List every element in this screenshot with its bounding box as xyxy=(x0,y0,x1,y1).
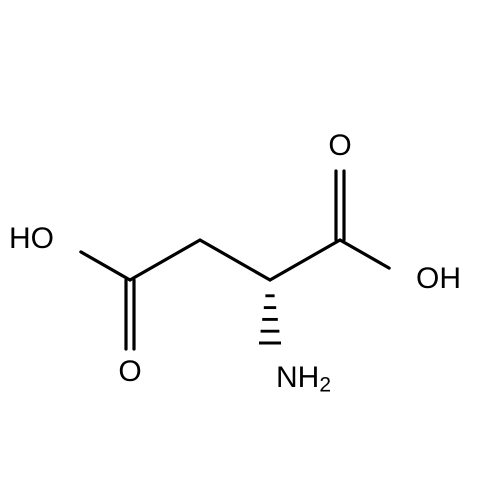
label-ho-left: HO xyxy=(9,222,54,255)
molecule-diagram: HO O O OH NH2 xyxy=(0,0,500,500)
label-o-left: O xyxy=(118,355,141,388)
label-o-right: O xyxy=(328,129,351,162)
label-oh-right: OH xyxy=(416,262,461,295)
label-nh2: NH2 xyxy=(276,361,331,396)
